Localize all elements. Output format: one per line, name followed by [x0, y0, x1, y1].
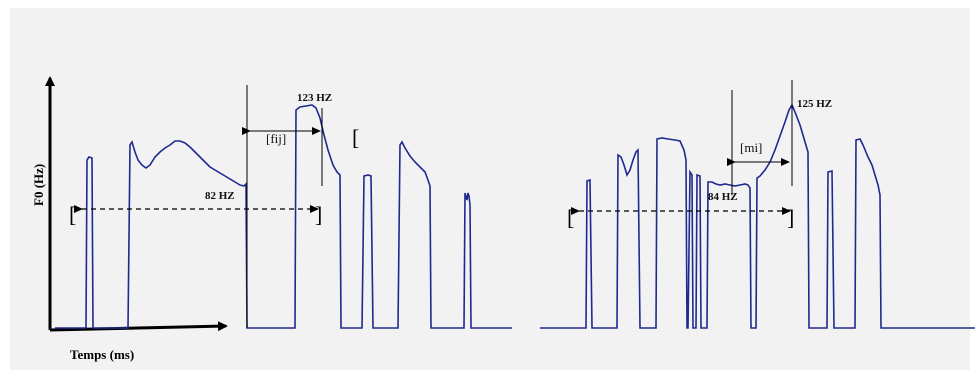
left-extra-bracket: [ [352, 125, 359, 150]
f0-contour-right [540, 103, 975, 329]
right-high-label: 125 HZ [797, 98, 832, 110]
left-bracket-open: [ [69, 202, 76, 227]
right-low-label: 84 HZ [708, 191, 738, 203]
left-segment-label: [fij] [266, 131, 286, 146]
f0-contour-left [55, 104, 512, 329]
right-bracket-close: ] [787, 205, 794, 230]
x-axis-label: Temps (ms) [70, 347, 134, 362]
y-axis-label: F0 (Hz) [31, 164, 46, 206]
left-high-label: 123 HZ [297, 92, 332, 104]
figure-background [10, 8, 970, 370]
left-bracket-close: ] [315, 202, 322, 227]
right-bracket-open: [ [567, 205, 574, 230]
x-axis [49, 321, 228, 332]
right-segment-label: [mi] [740, 140, 762, 155]
left-low-label: 82 HZ [205, 190, 235, 202]
